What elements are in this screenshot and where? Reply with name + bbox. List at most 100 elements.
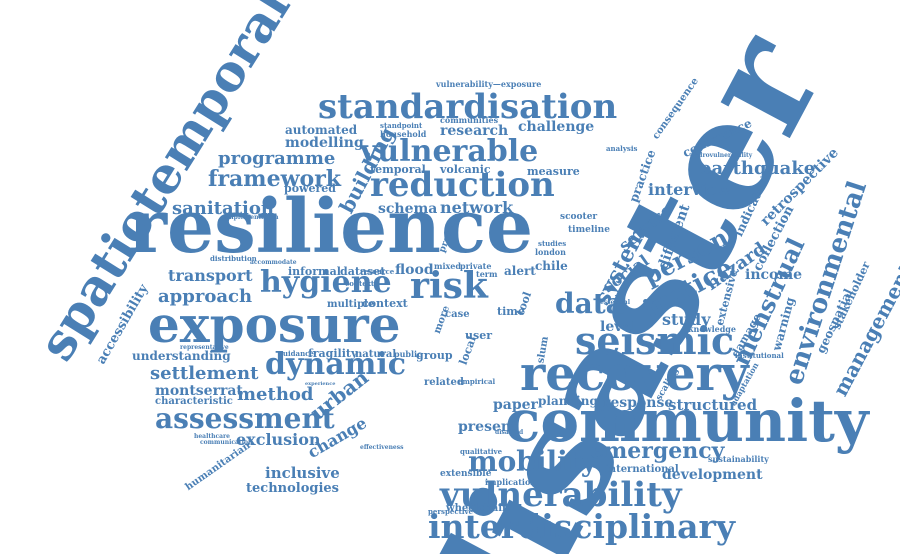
word-method: method — [237, 384, 314, 405]
word-related: related — [424, 377, 464, 388]
word-sanitation: sanitation — [172, 198, 274, 219]
word-communication: communication — [200, 439, 253, 446]
word-settlement: settlement — [150, 363, 259, 384]
word-response: response — [603, 395, 674, 411]
word-perspective: perspective — [428, 507, 474, 516]
word-study: study — [662, 310, 711, 329]
word-natural: natural — [355, 349, 397, 360]
word-schema: schema — [378, 201, 438, 217]
word-household: household — [380, 129, 427, 139]
word-tool: tool — [513, 290, 535, 317]
word-context-2: context — [345, 279, 375, 288]
word-challenge: challenge — [518, 119, 595, 135]
word-standpoint: standpoint — [380, 121, 423, 130]
word-studies: studies — [538, 239, 567, 248]
word-reduction: reduction — [370, 165, 555, 205]
word-implication: implication — [485, 477, 537, 487]
word-development: development — [662, 467, 763, 483]
word-essential: essential — [600, 299, 630, 306]
word-chile: chile — [535, 259, 568, 273]
word-term: term — [476, 269, 498, 279]
word-research: research — [440, 123, 509, 139]
word-earthquake: earthquake — [700, 158, 816, 179]
word-data: data — [555, 287, 624, 320]
word-standardisation: standardisation — [318, 87, 618, 127]
word-multiple: multiple — [327, 299, 375, 310]
word-framework: framework — [208, 166, 342, 192]
word-effectiveness: effectiveness — [360, 444, 404, 451]
word-approach: approach — [158, 286, 253, 307]
word-institutional: institutional — [735, 351, 784, 360]
word-volcanic: volcanic — [440, 163, 491, 176]
word-vulnerable: vulnerable — [360, 134, 539, 169]
word-qualitative: qualitative — [460, 447, 503, 456]
word-flood: flood — [395, 262, 434, 278]
word-extensible: extensible — [440, 469, 492, 479]
word-recovery: recovery — [520, 346, 749, 402]
word-case: case — [445, 309, 470, 320]
word-modelling: modelling — [285, 135, 364, 151]
word-dynamic: dynamic — [265, 347, 407, 382]
word-automated: automated — [285, 123, 358, 137]
word-fragility: fragility — [308, 347, 358, 360]
word-hygiene: hygiene — [260, 265, 392, 300]
word-exposure: exposure — [148, 295, 401, 354]
word-emergency: emergency — [590, 438, 725, 464]
word-knowledge: knowledge — [688, 324, 736, 334]
word-mixed: mixed — [434, 261, 461, 271]
word-programme: programme — [218, 148, 336, 169]
word-timeline: timeline — [568, 225, 610, 235]
word-london: london — [535, 247, 566, 257]
word-resilience: resilience — [128, 184, 534, 270]
word-montserrat: montserrat — [155, 383, 243, 399]
word-technologies: technologies — [246, 481, 339, 496]
word-group: group — [416, 349, 453, 362]
word-planning: planning — [538, 394, 598, 408]
word-vulnerability: vulnerability — [440, 475, 682, 515]
word-characteristic: characteristic — [155, 396, 233, 407]
word-disabled: disabled — [495, 429, 524, 436]
word-network: network — [440, 198, 514, 217]
word-interview: interview — [648, 180, 732, 199]
word-understanding: understanding — [132, 349, 231, 363]
word-analysis: analysis — [606, 144, 638, 153]
word-exclusion: exclusion — [236, 430, 321, 449]
word-representative: representative — [180, 344, 229, 351]
word-communities: communities — [440, 115, 499, 125]
word-experience: experience — [305, 381, 336, 387]
word-international: international — [605, 464, 679, 475]
word-assessment: assessment — [155, 402, 335, 435]
word-informal: informal — [288, 265, 341, 278]
word-private: private — [460, 261, 492, 271]
word-interdisciplinary: interdisciplinary — [428, 507, 736, 546]
word-temporal: temporal — [370, 163, 426, 176]
word-humanitarian: humanitarian — [183, 440, 253, 494]
word-seismic: seismic — [575, 318, 735, 363]
word-user: user — [465, 329, 492, 342]
word-implementation: implementation — [225, 214, 279, 221]
word-community: community — [505, 387, 869, 455]
word-context: context — [362, 297, 408, 310]
word-transport: transport — [168, 266, 253, 285]
word-healthcare: healthcare — [194, 433, 230, 440]
word-inclusive: inclusive — [265, 464, 340, 482]
word-vulnerability-exposure: vulnerability—exposure — [436, 79, 542, 89]
word-guidance: guidance — [278, 349, 314, 358]
word-powered: powered — [284, 182, 336, 195]
word-scooter: scooter — [560, 212, 598, 222]
word-risk: risk — [410, 265, 488, 307]
word-measure: measure — [527, 165, 580, 178]
word-resource: resource — [360, 267, 395, 276]
word-distribution: distribution — [210, 254, 257, 263]
word-income: income — [745, 267, 803, 283]
word-alert: alert — [504, 264, 536, 278]
word-androvulnerability: androvulnerability — [690, 152, 753, 159]
word-sustainability: sustainability — [708, 454, 769, 464]
word-paper: paper — [493, 397, 538, 413]
word-time: time — [497, 305, 525, 318]
word-level: level — [600, 319, 637, 335]
word-public: public — [394, 349, 422, 359]
word-structured: structured — [668, 396, 758, 414]
word-mobility: mobility — [468, 445, 597, 478]
